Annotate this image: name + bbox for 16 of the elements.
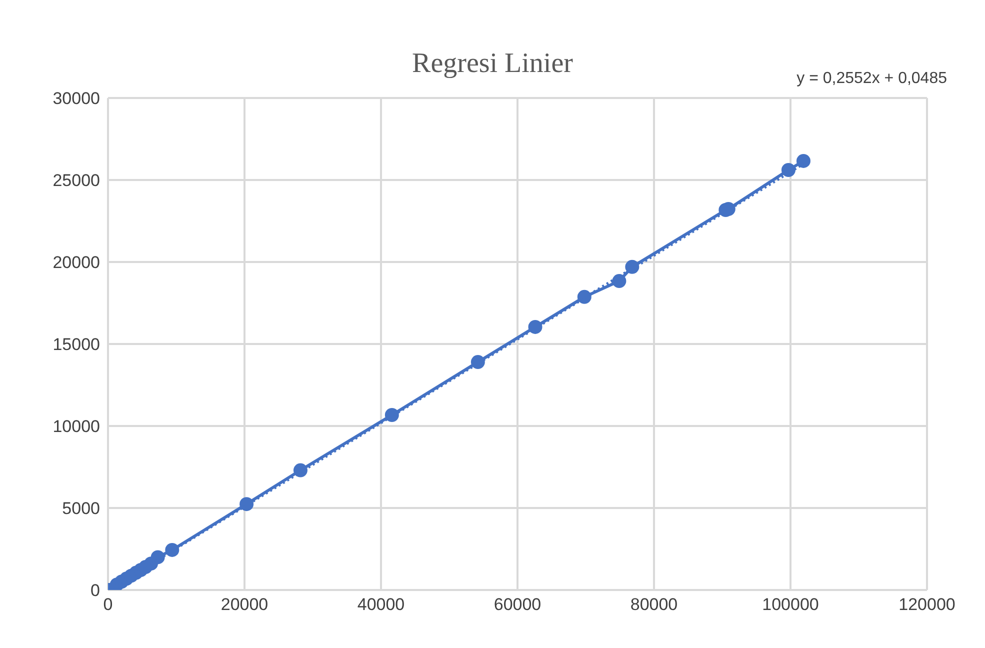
x-tick-label: 20000	[220, 595, 268, 614]
x-tick-label: 120000	[898, 595, 956, 614]
chart-title: Regresi Linier	[412, 48, 573, 79]
y-tick-label: 5000	[62, 499, 100, 518]
y-tick-label: 30000	[52, 89, 100, 108]
x-tick-label: 60000	[494, 595, 542, 614]
y-tick-label: 15000	[52, 335, 100, 354]
x-tick-label: 0	[103, 595, 113, 614]
y-tick-label: 25000	[52, 171, 100, 190]
x-tick-label: 100000	[762, 595, 819, 614]
x-tick-label: 40000	[357, 595, 405, 614]
y-tick-label: 0	[90, 581, 100, 600]
y-tick-label: 20000	[52, 253, 100, 272]
text: y = 0,2552x + 0,0485	[796, 70, 947, 88]
y-tick-label: 10000	[52, 417, 100, 436]
x-tick-label: 80000	[630, 595, 678, 614]
